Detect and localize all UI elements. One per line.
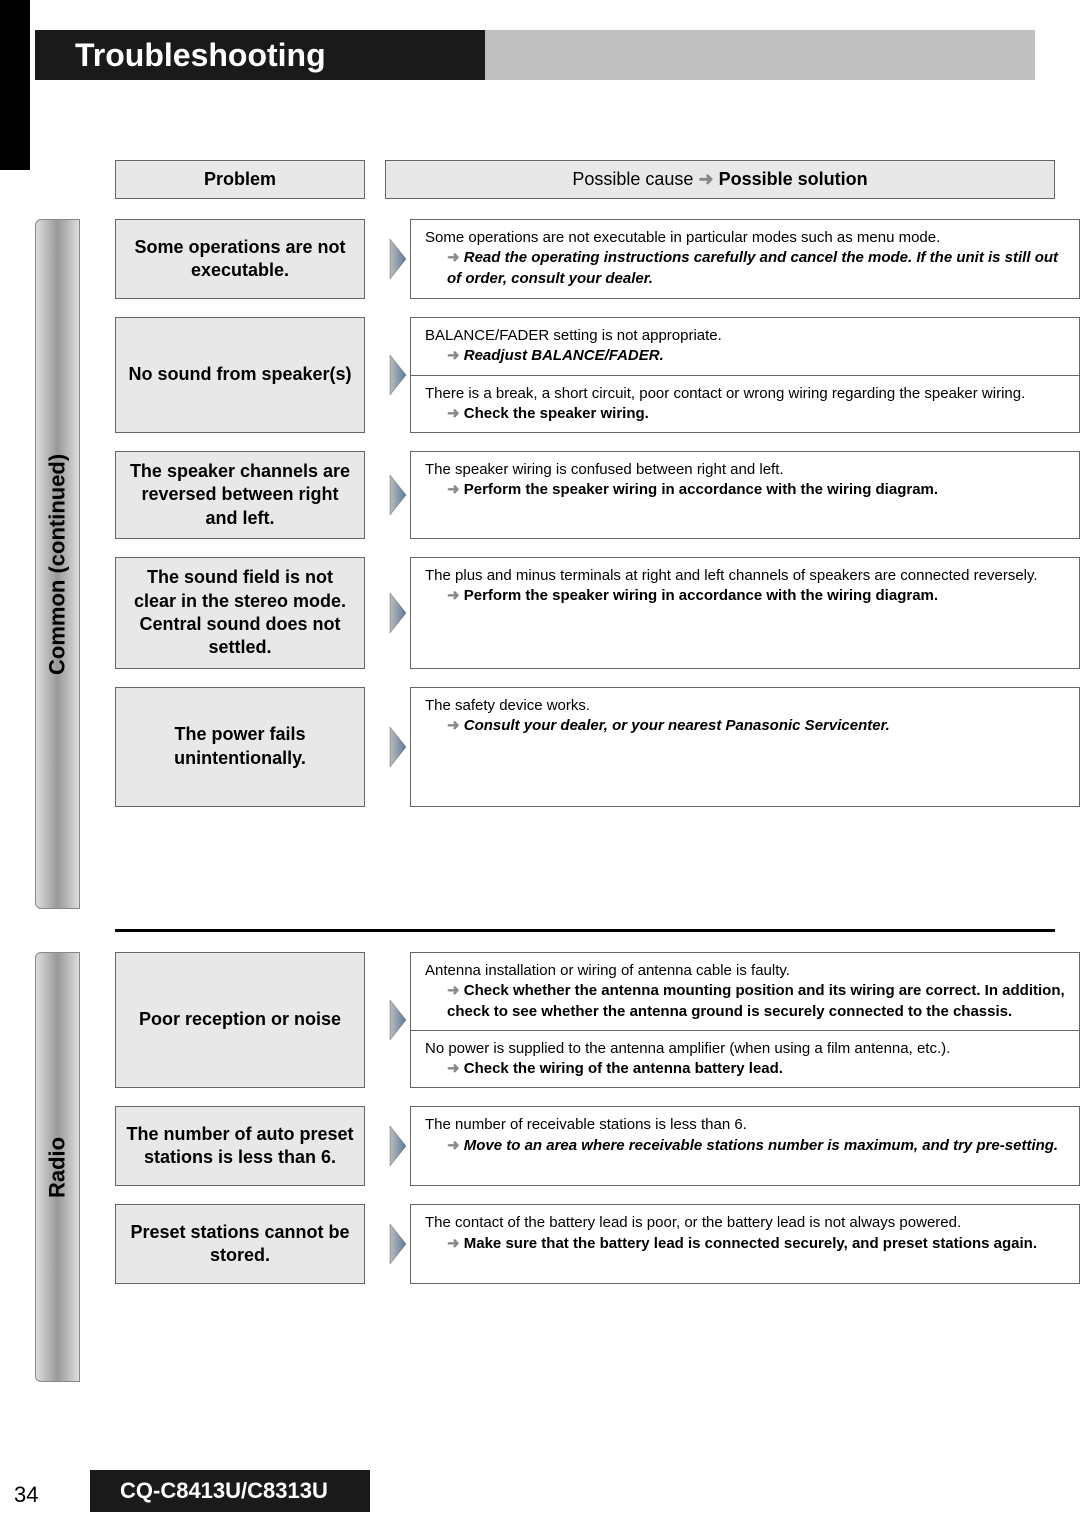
solution-box: Antenna installation or wiring of antenn… <box>410 952 1080 1088</box>
problem-header: Problem <box>115 160 365 199</box>
arrow-icon <box>385 451 410 539</box>
problem-box: No sound from speaker(s) <box>115 317 365 433</box>
problem-box: The speaker channels are reversed betwee… <box>115 451 365 539</box>
arrow-icon <box>385 557 410 669</box>
page-title: Troubleshooting <box>75 37 326 74</box>
arrow-icon <box>385 1204 410 1284</box>
troubleshoot-row: The power fails unintentionally. The safe… <box>80 687 1080 807</box>
troubleshoot-row: Some operations are not executable. Some … <box>80 219 1080 299</box>
troubleshoot-row: Poor reception or noise Antenna installat… <box>80 952 1080 1088</box>
page-header: Troubleshooting <box>35 30 1035 80</box>
troubleshoot-row: The number of auto preset stations is le… <box>80 1106 1080 1186</box>
section: Common (continued) Some operations are no… <box>35 219 1055 909</box>
arrow-icon <box>385 952 410 1088</box>
column-headers: Problem Possible cause ➜ Possible soluti… <box>35 160 1055 199</box>
troubleshoot-row: The sound field is not clear in the ster… <box>80 557 1080 669</box>
page-number: 34 <box>14 1482 38 1508</box>
solution-box: The plus and minus terminals at right an… <box>410 557 1080 669</box>
arrow-icon <box>385 687 410 807</box>
solution-item: Some operations are not executable in pa… <box>411 220 1079 297</box>
solution-header: Possible cause ➜ Possible solution <box>385 160 1055 199</box>
footer-model: CQ-C8413U/C8313U <box>90 1470 370 1512</box>
problem-box: The number of auto preset stations is le… <box>115 1106 365 1186</box>
side-tab: Radio <box>35 952 80 1382</box>
solution-box: The safety device works.➜ Consult your d… <box>410 687 1080 807</box>
problem-box: Some operations are not executable. <box>115 219 365 299</box>
solution-item: BALANCE/FADER setting is not appropriate… <box>411 318 1079 375</box>
problem-box: Poor reception or noise <box>115 952 365 1088</box>
solution-item: The number of receivable stations is les… <box>411 1107 1079 1164</box>
arrow-icon <box>385 1106 410 1186</box>
solution-item: The safety device works.➜ Consult your d… <box>411 688 1079 745</box>
section-divider <box>115 929 1055 932</box>
arrow-icon <box>385 219 410 299</box>
sections: Common (continued) Some operations are no… <box>35 219 1055 1382</box>
side-tab: Common (continued) <box>35 219 80 909</box>
problem-box: The sound field is not clear in the ster… <box>115 557 365 669</box>
troubleshoot-row: No sound from speaker(s) BALANCE/FADER se… <box>80 317 1080 433</box>
problem-box: Preset stations cannot be stored. <box>115 1204 365 1284</box>
content-area: Problem Possible cause ➜ Possible soluti… <box>35 160 1055 1382</box>
solution-item: The speaker wiring is confused between r… <box>411 452 1079 509</box>
troubleshoot-row: The speaker channels are reversed betwee… <box>80 451 1080 539</box>
solution-box: BALANCE/FADER setting is not appropriate… <box>410 317 1080 433</box>
solution-box: The speaker wiring is confused between r… <box>410 451 1080 539</box>
solution-box: The contact of the battery lead is poor,… <box>410 1204 1080 1284</box>
troubleshoot-row: Preset stations cannot be stored. The con… <box>80 1204 1080 1284</box>
solution-box: The number of receivable stations is les… <box>410 1106 1080 1186</box>
black-strip <box>0 0 30 170</box>
solution-item: No power is supplied to the antenna ampl… <box>411 1030 1079 1088</box>
arrow-icon <box>385 317 410 433</box>
solution-item: There is a break, a short circuit, poor … <box>411 375 1079 433</box>
solution-box: Some operations are not executable in pa… <box>410 219 1080 299</box>
solution-item: The plus and minus terminals at right an… <box>411 558 1079 615</box>
solution-item: The contact of the battery lead is poor,… <box>411 1205 1079 1262</box>
problem-box: The power fails unintentionally. <box>115 687 365 807</box>
section: RadioPoor reception or noiseAntenna inst… <box>35 952 1055 1382</box>
solution-item: Antenna installation or wiring of antenn… <box>411 953 1079 1030</box>
